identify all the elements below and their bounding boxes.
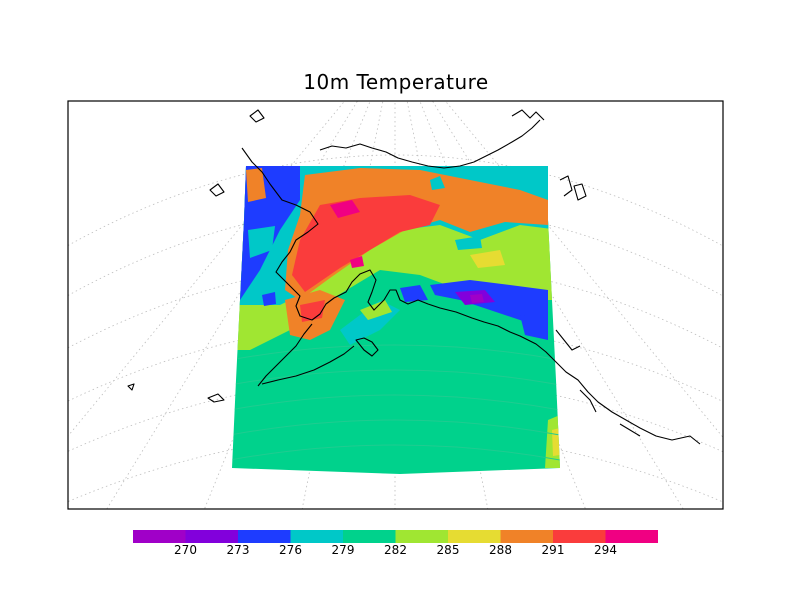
temperature-field [232,166,560,474]
colorbar-label: 270 [174,543,197,557]
colorbar-swatch [605,530,658,543]
colorbar-label: 291 [541,543,565,557]
colorbar-label: 279 [331,543,355,557]
colorbar-swatch [500,530,554,543]
colorbar-label: 282 [384,543,407,557]
colorbar-label: 273 [226,543,250,557]
colorbar-label: 294 [594,543,617,557]
colorbar-swatch [290,530,344,543]
coastline [127,109,701,445]
colorbar-labels: 270 273 276 279 282 285 288 291 294 [0,543,792,563]
colorbar-swatch [448,530,501,543]
colorbar-label: 276 [279,543,302,557]
colorbar-swatch [238,530,291,543]
colorbar [133,530,658,543]
plot-title: 10m Temperature [303,70,489,94]
colorbar-label: 285 [436,543,460,557]
colorbar-swatch [185,530,239,543]
colorbar-swatch [395,530,449,543]
colorbar-swatch [343,530,396,543]
colorbar-label: 288 [489,543,512,557]
ocean-bands [232,344,560,461]
colorbar-swatch [553,530,606,543]
plot-frame [67,100,724,510]
colorbar-swatch [133,530,186,543]
